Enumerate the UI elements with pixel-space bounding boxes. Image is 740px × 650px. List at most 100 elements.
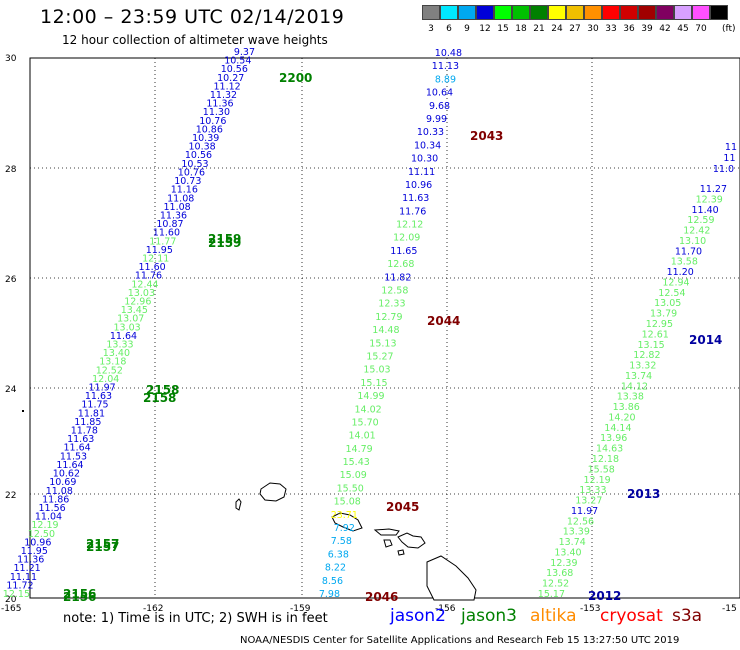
maui-island — [397, 532, 426, 549]
legend-jason2: jason2 — [390, 606, 446, 626]
swh-value: 7.92 — [334, 523, 355, 534]
time-label-2156: 2156 — [63, 590, 96, 604]
lat-label: 20 — [5, 595, 17, 605]
scale-swatch — [710, 5, 728, 20]
swh-value: 10.27 — [217, 73, 244, 84]
swh-value: 13.07 — [117, 314, 144, 325]
swh-value: 15.13 — [369, 338, 396, 349]
credit-line: NOAA/NESDIS Center for Satellite Applica… — [240, 635, 680, 646]
scale-swatch — [440, 5, 458, 20]
swh-value: 10.54 — [224, 56, 251, 67]
swh-value: 10.48 — [435, 48, 462, 59]
swh-value: 11.32 — [210, 90, 237, 101]
swh-value: 11.27 — [700, 184, 727, 195]
swh-value: 11.36 — [206, 99, 233, 110]
swh-value: 13.79 — [650, 309, 677, 320]
time-label-2200: 2200 — [279, 71, 312, 85]
swh-value: 15.03 — [363, 365, 390, 376]
swh-value: 15.09 — [340, 470, 367, 481]
scale-label: 6 — [446, 24, 452, 34]
pass-time-labels: 2200 2159 2159 2158 2158 2157 2157 2156 … — [63, 71, 722, 604]
swh-value: 9.37 — [234, 47, 255, 58]
scale-swatch — [494, 5, 512, 20]
scale-swatch — [422, 5, 440, 20]
swh-value: 13.74 — [559, 537, 586, 548]
lat-label: 28 — [5, 165, 17, 175]
time-label-2044: 2044 — [427, 314, 460, 328]
swh-value: 10.73 — [174, 176, 201, 187]
swh-value: 11.81 — [78, 408, 105, 419]
swh-value: 13.05 — [654, 298, 681, 309]
swh-value: 12.52 — [542, 579, 569, 590]
swh-value: 13.32 — [629, 361, 656, 372]
swh-value: 11.64 — [63, 443, 90, 454]
scale-label: 12 — [479, 24, 491, 34]
altimeter-tracks: 9.3710.5410.5610.2711.1211.3211.3611.301… — [3, 47, 737, 600]
lon-label: -15 — [722, 604, 737, 614]
scale-swatch — [584, 5, 602, 20]
time-label-2013: 2013 — [627, 487, 660, 501]
swh-value: 12.54 — [658, 288, 685, 299]
lanai-island — [383, 539, 393, 548]
swh-value: 11.85 — [74, 417, 101, 428]
swh-value: 15.58 — [588, 464, 615, 475]
swh-value: 12.95 — [646, 319, 673, 330]
scale-swatch — [620, 5, 638, 20]
scale-label: 18 — [515, 24, 527, 34]
kahoolawe-island — [397, 549, 405, 556]
swh-value: 10.56 — [221, 64, 248, 75]
swh-value: 10.86 — [196, 124, 223, 135]
scale-swatch — [530, 5, 548, 20]
lat-label: 24 — [5, 385, 17, 395]
swh-value: 13.15 — [637, 340, 664, 351]
swh-value: 14.02 — [354, 404, 381, 415]
swh-value: 11.36 — [160, 211, 187, 222]
scale-label: 3 — [428, 24, 434, 34]
lat-label: 30 — [5, 54, 17, 64]
time-label-2158: 2158 — [146, 383, 179, 397]
scale-label: 70 — [695, 24, 707, 34]
swh-value: 6.38 — [328, 549, 349, 560]
scale-swatch — [692, 5, 710, 20]
swh-value: 11.65 — [390, 246, 417, 257]
scale-label: 30 — [587, 24, 599, 34]
swh-value: 12.68 — [387, 259, 414, 270]
swh-value: 10.56 — [185, 150, 212, 161]
niihau-island — [235, 498, 242, 511]
swh-value: 13.27 — [575, 496, 602, 507]
swh-value: 13.38 — [617, 392, 644, 403]
swh-value: 12.15 — [3, 589, 30, 600]
swh-value: 12.79 — [375, 312, 402, 323]
scale-swatch — [476, 5, 494, 20]
swh-value: 13.10 — [679, 236, 706, 247]
scale-label: 33 — [605, 24, 617, 34]
swh-value: 12.39 — [550, 558, 577, 569]
swh-value: 10.38 — [188, 142, 215, 153]
molokai-island — [373, 528, 400, 536]
lon-label: -153 — [580, 604, 600, 614]
swh-value: 13.03 — [128, 288, 155, 299]
swh-value: 11.86 — [42, 494, 69, 505]
swh-value: 11.40 — [691, 205, 718, 216]
swh-value: 11.64 — [56, 460, 83, 471]
swh-value: 13.18 — [99, 357, 126, 368]
track-t3: 11.2712.3911.4012.5912.4213.1011.7013.58… — [538, 184, 727, 600]
swh-value: 11.30 — [203, 107, 230, 118]
swh-value: 13.86 — [613, 402, 640, 413]
swh-value: 13.96 — [600, 433, 627, 444]
scale-swatch — [566, 5, 584, 20]
lon-label: -156 — [435, 604, 456, 614]
scale-label: 21 — [533, 24, 545, 34]
swh-value: 12.56 — [567, 516, 594, 527]
footnote: note: 1) Time is in UTC; 2) SWH is in fe… — [63, 611, 328, 626]
scale-label: 24 — [551, 24, 563, 34]
scale-swatch — [512, 5, 530, 20]
swh-value: 12.61 — [642, 329, 669, 340]
swh-value: 12.33 — [378, 299, 405, 310]
swh-value: 12.18 — [592, 454, 619, 465]
swh-value: 11 — [725, 142, 737, 153]
swh-value: 13.45 — [121, 305, 148, 316]
time-label-2159: 2159 — [208, 232, 241, 246]
time-label-2043: 2043 — [470, 129, 503, 143]
swh-value: 12.42 — [683, 226, 710, 237]
